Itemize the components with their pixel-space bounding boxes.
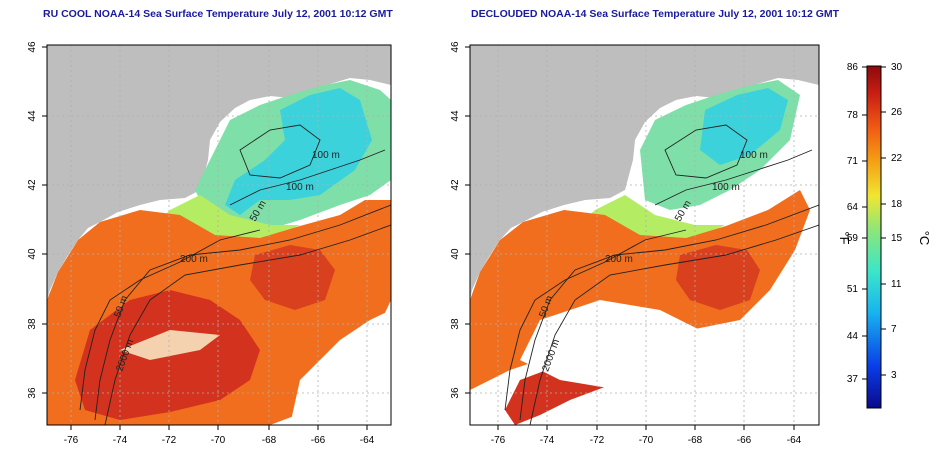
left-contour-label-1: 100 m [312,150,340,161]
left-cyan-water [225,88,372,215]
right-x-tick-4: -70 [639,435,654,446]
right-y-tick-3: 40 [450,248,461,260]
right-x-tick-6: -66 [737,435,752,446]
right-y-tick-6: 46 [450,41,461,53]
left-cloud-patch [290,310,391,425]
left-contour-200m [94,204,391,421]
right-sst-map: 100 m 100 m 50 m 200 m 50 m 2000 m [470,45,819,425]
right-y-tick-1: 36 [450,387,461,399]
colorbar-c-tick-2: 26 [891,107,903,118]
right-contour-200m [519,204,819,421]
temperature-colorbar [866,65,882,409]
right-contour-100m [654,149,813,206]
right-map-frame [469,44,820,426]
left-panel-title: RU COOL NOAA-14 Sea Surface Temperature … [43,8,393,20]
left-x-tick-6: -66 [311,435,326,446]
right-contour-50m [504,229,687,411]
right-x-tick-3: -72 [590,435,605,446]
right-hot-eddy [676,245,760,310]
colorbar-f-tick-5: 59 [847,233,859,244]
right-x-tick-5: -68 [688,435,703,446]
right-y-tick-4: 42 [450,179,461,191]
colorbar-f-tick-7: 44 [847,331,859,342]
left-land [47,45,391,300]
colorbar-c-tick-7: 7 [891,324,897,335]
left-hot-eddy [250,245,335,310]
right-x-tick-7: -64 [787,435,802,446]
colorbar-c-tick-6: 11 [891,279,902,290]
right-panel-title: DECLOUDED NOAA-14 Sea Surface Temperatur… [471,8,840,20]
left-contour-2000m [104,224,391,425]
colorbar-c-tick-3: 22 [891,153,903,164]
colorbar-c-tick-4: 18 [891,199,903,210]
left-y-tick-1: 36 [27,387,38,399]
right-contour-label-4: 200 m [605,254,633,265]
colorbar-c-tick-8: 3 [891,370,897,381]
left-y-tick-2: 38 [27,318,38,330]
left-x-tick-5: -68 [262,435,277,446]
left-x-tick-3: -72 [162,435,177,446]
colorbar-f-tick-3: 71 [847,156,859,167]
left-contour-label-2: 100 m [286,182,314,193]
colorbar-f-tick-2: 78 [847,110,859,121]
right-contour-label-2: 100 m [712,182,740,193]
left-map-frame [46,44,392,426]
right-contour-label-1: 100 m [740,150,768,161]
left-cloud-streak [120,330,220,360]
colorbar-f-tick-8: 37 [847,374,859,385]
right-cloud-mask [520,300,760,390]
right-contour-bank [664,124,748,179]
colorbar-f-tick-6: 51 [847,284,859,295]
left-x-tick-4: -70 [211,435,226,446]
colorbar-c-tick-5: 15 [891,233,903,244]
left-y-tick-3: 40 [27,248,38,260]
colorbar-fahrenheit-label: °F [837,231,852,244]
right-contour-2000m [529,224,819,425]
colorbar-c-tick-1: 30 [891,62,903,73]
left-contour-bank [239,124,321,179]
colorbar-f-tick-4: 64 [847,202,859,213]
left-y-tick-4: 42 [27,179,38,191]
left-contour-label-4: 200 m [180,254,208,265]
left-contour-50m [79,229,261,411]
right-x-tick-1: -76 [491,435,506,446]
right-y-tick-5: 44 [450,110,461,122]
colorbar-f-tick-1: 86 [847,62,859,73]
right-y-tick-2: 38 [450,318,461,330]
left-y-tick-6: 46 [27,41,38,53]
left-x-tick-1: -76 [64,435,79,446]
colorbar-celsius-label: °C [917,231,932,246]
left-contour-100m [229,149,386,206]
right-x-tick-2: -74 [540,435,555,446]
right-land [470,45,819,300]
left-x-tick-2: -74 [113,435,128,446]
left-x-tick-7: -64 [360,435,375,446]
left-y-tick-5: 44 [27,110,38,122]
